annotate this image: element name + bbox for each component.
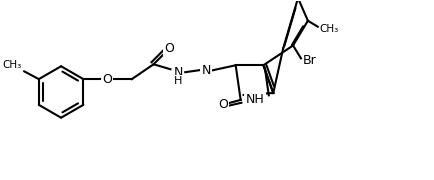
- Text: O: O: [102, 73, 112, 86]
- Text: N: N: [201, 64, 210, 77]
- Text: Br: Br: [303, 54, 317, 67]
- Text: H: H: [174, 76, 183, 86]
- Text: CH₃: CH₃: [320, 24, 339, 34]
- Text: CH₃: CH₃: [3, 60, 22, 70]
- Text: N: N: [174, 66, 183, 79]
- Text: NH: NH: [246, 93, 264, 106]
- Text: O: O: [218, 98, 228, 111]
- Text: O: O: [164, 42, 174, 55]
